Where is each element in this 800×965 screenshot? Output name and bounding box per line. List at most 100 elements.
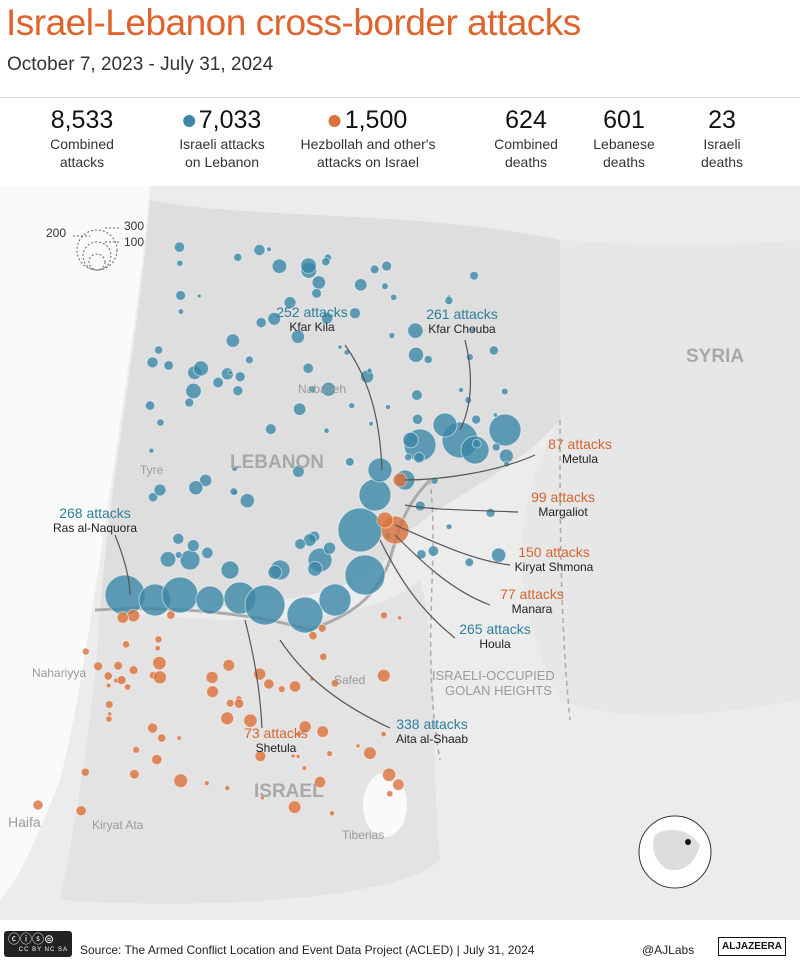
stat-hezbollah-attacks: 1,500 Hezbollah and other's attacks on Isr…: [300, 106, 436, 170]
attack-bubble: [353, 278, 368, 292]
attack-bubble: [416, 549, 427, 560]
attack-bubble: [470, 327, 476, 333]
attack-bubble: [166, 610, 176, 620]
attack-bubble: [381, 260, 393, 272]
attack-bubble: [295, 753, 301, 760]
attack-bubble: [93, 661, 104, 672]
attack-bubble: [152, 655, 167, 671]
attack-bubble: [302, 362, 314, 374]
size-legend-300: 300: [124, 219, 145, 233]
attack-bubble: [220, 560, 240, 580]
attack-bubble: [337, 507, 383, 553]
attack-bubble: [311, 287, 322, 299]
attack-bubble: [32, 799, 44, 811]
attack-bubble: [157, 733, 167, 743]
attack-bubble: [123, 683, 132, 691]
stats-bar: 8,533 Combined attacks 7,033 Israeli attack…: [0, 97, 800, 187]
attack-bubble: [313, 775, 327, 789]
attack-bubble: [105, 715, 113, 723]
annotation-aita-al-shaab: 338 attacks Aita al-Shaab: [395, 716, 469, 747]
land-syria: [522, 240, 800, 715]
attack-bubble: [491, 442, 501, 452]
attack-bubble: [239, 493, 255, 509]
attack-bubble: [227, 369, 234, 376]
place-golan-line2: GOLAN HEIGHTS: [445, 683, 552, 698]
attack-bubble: [225, 698, 235, 708]
attack-bubble: [388, 331, 396, 340]
attack-bubble: [328, 810, 336, 817]
annotation-kfar-kila: 252 attacks Kfar Kila: [276, 304, 348, 335]
attack-bubble: [132, 745, 141, 754]
attack-bubble: [129, 768, 140, 780]
attack-bubble: [176, 259, 184, 267]
attack-bubble: [414, 500, 426, 512]
attack-bubble: [376, 511, 394, 529]
attack-bubble: [379, 611, 389, 620]
attack-bubble: [173, 773, 189, 789]
attack-bubble: [243, 713, 258, 728]
attack-bubble: [80, 767, 90, 777]
attack-bubble: [174, 550, 183, 559]
attack-bubble: [81, 647, 90, 656]
attack-bubble: [267, 564, 283, 580]
size-legend: [73, 227, 120, 271]
stat-israeli-deaths: 23 Israeli deaths: [700, 106, 744, 170]
subtitle: October 7, 2023 - July 31, 2024: [7, 54, 274, 75]
creative-commons-license-logo: ⓒⓘⓢ⊜ cc by nc sa: [4, 931, 72, 957]
attack-bubble: [201, 546, 214, 560]
golan-border: [429, 419, 571, 761]
attack-bubble: [146, 356, 159, 369]
attack-bubble: [318, 583, 352, 617]
attack-bubble: [121, 640, 131, 649]
attack-bubble: [126, 608, 141, 623]
attack-bubble: [355, 743, 361, 749]
attack-bubble: [229, 487, 239, 496]
attack-bubble: [154, 645, 161, 652]
attack-bubble: [326, 750, 334, 758]
attack-bubble: [179, 549, 201, 571]
source-text: Source: The Armed Conflict Location and …: [80, 943, 535, 957]
attack-bubble: [413, 451, 425, 464]
attack-bubble: [106, 711, 113, 717]
attack-bubble: [367, 457, 393, 483]
attack-bubble: [320, 381, 337, 397]
attack-bubble: [488, 413, 522, 447]
attack-bubble: [233, 252, 243, 262]
attack-bubble: [175, 290, 187, 301]
attack-bubble: [344, 554, 386, 596]
map: [0, 186, 800, 920]
attack-bubble: [144, 400, 156, 411]
attack-bubble: [457, 387, 465, 394]
attack-bubble: [403, 453, 413, 462]
attack-bubble: [75, 805, 87, 817]
attack-bubble: [407, 322, 424, 339]
attack-bubble: [244, 355, 254, 365]
attack-bubble: [177, 308, 185, 315]
attack-bubble: [116, 611, 130, 624]
attack-bubble: [103, 671, 113, 681]
attack-bubble: [344, 456, 355, 467]
attack-bubble: [116, 675, 127, 686]
place-safed: Safed: [334, 673, 366, 687]
attack-bubble: [376, 668, 391, 683]
attack-bubble: [471, 414, 482, 425]
attack-bubble: [402, 431, 419, 449]
country-israel: ISRAEL: [254, 781, 324, 802]
attack-bubble: [500, 387, 509, 396]
attack-bubble: [363, 746, 377, 761]
attack-bubble: [195, 585, 225, 615]
attack-bubble: [321, 257, 331, 267]
attack-bubble: [154, 345, 164, 355]
attack-bubble: [153, 483, 167, 497]
attack-bubble: [266, 246, 272, 253]
attack-bubble: [488, 345, 499, 356]
attack-bubble: [348, 402, 356, 410]
annotation-margaliot: 99 attacks Margaliot: [531, 489, 595, 520]
attack-bubble: [154, 635, 163, 644]
attack-bubble: [319, 652, 328, 661]
annotation-metula: 87 attacks Metula: [548, 436, 612, 467]
attack-bubble: [348, 307, 362, 320]
page-title: Israel-Lebanon cross-border attacks: [6, 2, 581, 43]
attack-bubble: [283, 296, 297, 309]
attack-bubble: [151, 753, 163, 766]
